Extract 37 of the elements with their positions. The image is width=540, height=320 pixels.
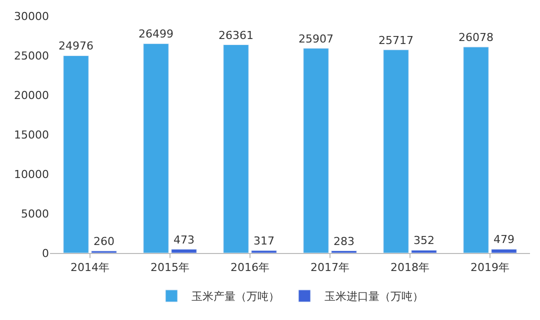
x-tick-label: 2017年: [310, 261, 350, 274]
y-tick-label: 5000: [21, 207, 49, 220]
data-label: 473: [174, 233, 194, 246]
y-tick-label: 10000: [14, 168, 49, 181]
bar: [383, 50, 409, 253]
x-tick-label: 2019年: [470, 261, 510, 274]
data-label: 26499: [138, 28, 174, 41]
x-tick-label: 2014年: [70, 261, 110, 274]
bar: [463, 46, 489, 253]
bar: [223, 44, 249, 253]
x-tick-label: 2016年: [230, 261, 270, 274]
x-tick-label: 2015年: [150, 261, 190, 274]
data-label: 24976: [58, 40, 94, 53]
bar: [143, 43, 169, 253]
data-label: 26361: [218, 28, 254, 42]
data-label: 25907: [298, 32, 334, 46]
bar: [411, 250, 437, 253]
y-tick-label: 25000: [14, 49, 49, 62]
data-label: 260: [94, 234, 114, 248]
bar: [491, 248, 517, 253]
legend-label: 玉米产量（万吨）: [192, 290, 280, 304]
data-label: 317: [254, 234, 274, 248]
y-tick-label: 0: [42, 246, 49, 260]
data-label: 283: [334, 234, 354, 248]
data-label: 26078: [458, 30, 494, 44]
legend-label: 玉米进口量（万吨）: [324, 290, 424, 304]
bar: [171, 249, 197, 253]
y-tick-label: 30000: [14, 10, 49, 23]
bar: [63, 55, 89, 253]
data-label: 25717: [378, 34, 414, 47]
x-tick-label: 2018年: [390, 261, 430, 274]
y-tick-label: 15000: [14, 128, 49, 142]
bar: [303, 48, 329, 253]
bar: [251, 250, 277, 253]
y-tick-label: 20000: [14, 88, 49, 102]
data-label: 479: [494, 233, 514, 246]
data-label: 352: [414, 234, 434, 248]
